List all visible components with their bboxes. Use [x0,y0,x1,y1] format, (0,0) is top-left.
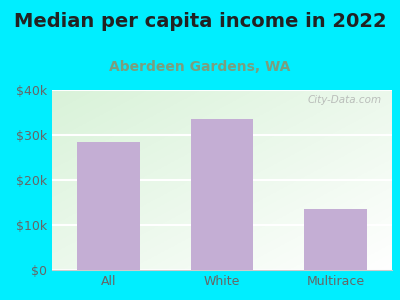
Text: Median per capita income in 2022: Median per capita income in 2022 [14,12,386,31]
Bar [191,119,253,270]
Text: City-Data.com: City-Data.com [308,95,382,105]
Bar [304,209,366,270]
Bar [78,142,140,270]
Text: Aberdeen Gardens, WA: Aberdeen Gardens, WA [109,60,291,74]
